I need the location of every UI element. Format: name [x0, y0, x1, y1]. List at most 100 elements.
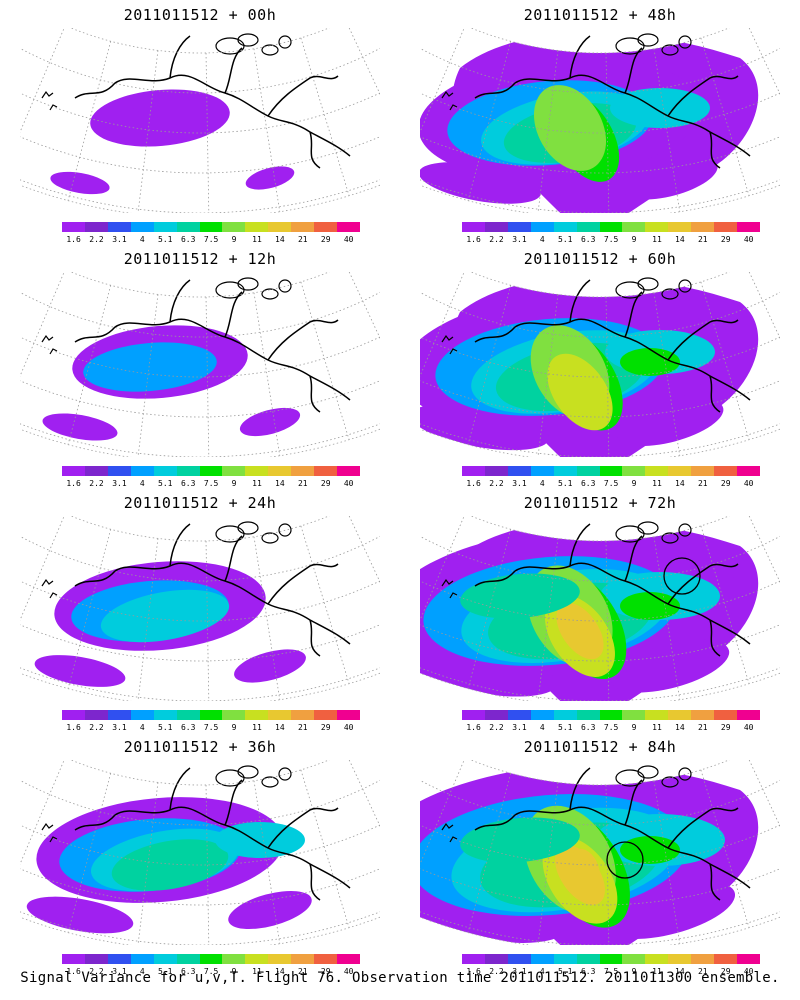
colorbar-label: 7.5	[203, 479, 219, 488]
colorbar-swatch	[245, 466, 269, 476]
colorbar-swatch	[507, 954, 531, 964]
colorbar-swatch	[176, 954, 200, 964]
colorbar-swatch	[84, 466, 108, 476]
arctic-islands	[215, 33, 292, 56]
colorbar-swatch	[291, 954, 315, 964]
colorbar-swatch	[199, 466, 223, 476]
colorbar-swatch	[553, 466, 577, 476]
colorbar-label: 5.1	[558, 479, 573, 488]
variance-blob	[622, 156, 718, 200]
map-boundary	[420, 272, 780, 457]
variance-blob	[604, 881, 736, 939]
colorbar-swatch	[130, 710, 154, 720]
map-boundary	[420, 516, 780, 701]
colorbar-swatch	[484, 954, 508, 964]
colorbar-label: 14	[275, 723, 285, 732]
colorbar-swatch	[245, 222, 269, 232]
colorbar-label: 2.2	[489, 235, 504, 244]
colorbar-label: 1.6	[66, 479, 81, 488]
colorbar-swatch	[130, 466, 154, 476]
colorbar-label: 40	[743, 479, 754, 488]
colorbar-label: 1.6	[466, 723, 481, 732]
colorbar-label: 3.1	[512, 723, 527, 732]
colorbar-swatch	[530, 954, 554, 964]
variance-blob	[420, 162, 542, 204]
colorbar-label: 2.2	[89, 967, 104, 976]
colorbar-label: 29	[720, 967, 731, 976]
colorbar-swatch	[737, 222, 760, 232]
colorbar-label: 11	[252, 235, 262, 244]
variance-blob	[610, 88, 710, 128]
colorbar-swatch	[484, 466, 508, 476]
colorbar-swatch	[176, 222, 200, 232]
variance-field	[50, 89, 295, 195]
variance-field	[420, 764, 759, 945]
colorbar-swatch	[268, 954, 292, 964]
variance-blob	[239, 407, 301, 437]
colorbar-label: 6.3	[180, 723, 196, 732]
variance-map	[420, 28, 780, 213]
colorbar-swatch	[507, 466, 531, 476]
arctic-islands	[615, 277, 692, 300]
colorbar-swatch	[130, 222, 154, 232]
colorbar-swatch	[691, 710, 715, 720]
colorbar-swatch	[107, 222, 131, 232]
variance-blob	[100, 589, 230, 643]
colorbar-label: 2.2	[489, 967, 504, 976]
colorbar-labels: 1.6 2.2 3.1 4 5.1 6.3 7.5 9 11 14 21 29 40	[462, 967, 760, 977]
colorbar-label: 5.1	[158, 723, 173, 732]
map-boundary	[20, 760, 380, 945]
colorbar-swatch	[484, 710, 508, 720]
variance-blob	[83, 342, 217, 392]
colorbar-swatch	[462, 222, 485, 232]
variance-map	[20, 516, 380, 701]
panel-title: 2011011512 + 48h	[523, 6, 677, 24]
colorbar-label: 29	[320, 723, 331, 732]
map-boundary	[20, 28, 380, 213]
colorbar-swatch	[691, 954, 715, 964]
colorbar	[62, 710, 360, 720]
colorbar-swatch	[268, 222, 292, 232]
colorbar-label: 4	[539, 479, 545, 488]
colorbar	[462, 954, 760, 964]
colorbar-label: 14	[675, 723, 685, 732]
colorbar-label: 2.2	[489, 479, 504, 488]
colorbar-swatch	[668, 954, 692, 964]
variance-blob	[50, 171, 110, 195]
arctic-islands	[615, 521, 692, 544]
variance-blob	[569, 848, 601, 892]
colorbar-label: 21	[697, 723, 708, 732]
variance-blob	[42, 413, 118, 441]
colorbar-swatch	[599, 954, 623, 964]
panel-title: 2011011512 + 60h	[523, 250, 677, 268]
colorbar-swatch	[576, 710, 600, 720]
variance-blob	[245, 166, 295, 190]
map-boundary	[420, 28, 780, 213]
colorbar	[62, 954, 360, 964]
colorbar-label: 14	[275, 967, 285, 976]
colorbar-swatch	[553, 222, 577, 232]
colorbar-label: 3.1	[112, 967, 127, 976]
variance-map	[420, 760, 780, 945]
colorbar-label: 40	[743, 235, 754, 244]
colorbar-label: 9	[631, 235, 637, 244]
colorbar-swatch	[462, 466, 485, 476]
colorbar-swatch	[484, 222, 508, 232]
colorbar-labels: 1.6 2.2 3.1 4 5.1 6.3 7.5 9 11 14 21 29 40	[62, 235, 360, 245]
colorbar-label: 7.5	[603, 235, 619, 244]
variance-field	[420, 520, 759, 701]
colorbar-swatch	[222, 222, 246, 232]
panel-title: 2011011512 + 72h	[523, 494, 677, 512]
colorbar-label: 14	[675, 967, 685, 976]
colorbar-swatch	[153, 466, 177, 476]
colorbar-swatch	[668, 466, 692, 476]
colorbar-label: 1.6	[66, 967, 81, 976]
colorbar-label: 11	[252, 479, 262, 488]
colorbar-label: 7.5	[603, 723, 619, 732]
forecast-panel: 2011011512 + 84h 1.6 2.2 3.1 4 5.1 6.3 7.5 9 11 14…	[400, 732, 800, 980]
variance-blob	[26, 896, 134, 934]
forecast-panel: 2011011512 + 12h 1.6 2.2 3.1 4 5.1 6.3 7.5 9 11 14…	[0, 244, 400, 492]
colorbar-label: 6.3	[180, 235, 196, 244]
variance-field	[42, 325, 301, 441]
colorbar-label: 21	[697, 967, 708, 976]
